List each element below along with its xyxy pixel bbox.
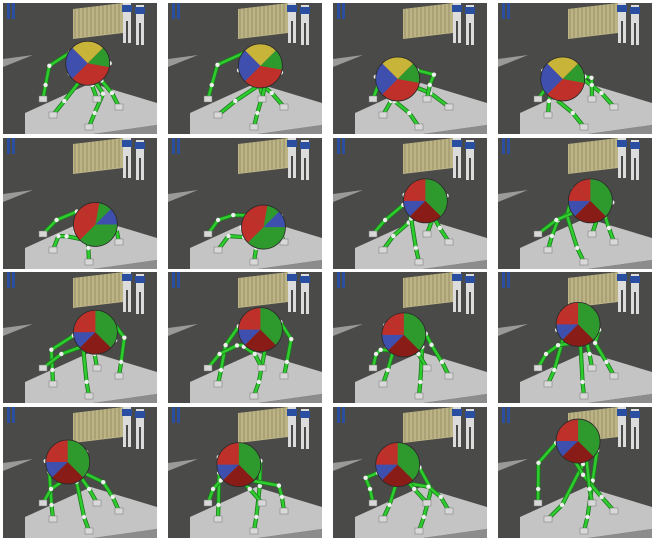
frame-9 <box>3 272 157 403</box>
shipping-container <box>568 3 618 39</box>
human-figures <box>617 3 640 45</box>
shipping-container <box>73 3 123 39</box>
shipping-container <box>238 272 288 308</box>
beach-ball <box>73 309 118 355</box>
human-figures <box>452 272 475 314</box>
frame-4 <box>498 3 652 134</box>
platform <box>168 55 322 134</box>
human-figure-left <box>172 3 180 19</box>
human-figure-left <box>337 272 345 288</box>
frame-8 <box>498 138 652 269</box>
beach-ball <box>216 442 262 488</box>
human-figure-left <box>172 138 180 154</box>
shipping-container <box>73 272 123 308</box>
platform <box>498 459 652 538</box>
beach-ball <box>381 312 427 358</box>
shipping-container <box>238 138 288 174</box>
beach-ball <box>555 418 601 464</box>
platform <box>168 324 322 403</box>
beach-ball <box>238 43 283 89</box>
human-figures <box>452 138 475 180</box>
beach-ball <box>375 56 421 102</box>
human-figures <box>287 3 310 45</box>
human-figure-left <box>502 138 510 154</box>
robot-leg <box>203 48 251 103</box>
beach-ball <box>73 202 118 247</box>
robot-leg <box>108 317 127 380</box>
frame-3 <box>333 3 487 134</box>
shipping-container <box>403 3 453 39</box>
beach-ball <box>238 307 283 353</box>
shipping-container <box>403 407 453 443</box>
human-figures <box>617 272 640 314</box>
frame-10 <box>168 272 322 403</box>
frame-14 <box>168 407 322 538</box>
shipping-container <box>73 138 123 174</box>
frame-1 <box>3 3 157 134</box>
platform <box>3 324 157 403</box>
frame-13 <box>3 407 157 538</box>
human-figures <box>122 138 145 180</box>
platform <box>498 55 652 134</box>
shipping-container <box>238 407 288 443</box>
human-figures <box>617 138 640 180</box>
human-figure-left <box>7 407 15 423</box>
human-figures <box>122 407 145 449</box>
shipping-container <box>73 407 123 443</box>
platform <box>3 55 157 134</box>
platform <box>498 324 652 403</box>
human-figure-left <box>7 3 15 19</box>
beach-ball <box>568 178 613 224</box>
beach-ball <box>45 439 91 485</box>
human-figure-left <box>7 138 15 154</box>
human-figure-left <box>172 272 180 288</box>
human-figure-left <box>502 3 510 19</box>
shipping-container <box>403 138 453 174</box>
shipping-container <box>403 272 453 308</box>
human-figures <box>287 272 310 314</box>
platform <box>333 459 487 538</box>
frame-15 <box>333 407 487 538</box>
platform <box>498 190 652 269</box>
human-figure-left <box>337 407 345 423</box>
human-figure-left <box>7 272 15 288</box>
frame-7 <box>333 138 487 269</box>
human-figures <box>287 138 310 180</box>
frame-6 <box>168 138 322 269</box>
shipping-container <box>568 138 618 174</box>
human-figure-left <box>337 138 345 154</box>
beach-ball <box>65 40 111 86</box>
frame-16 <box>498 407 652 538</box>
shipping-container <box>568 272 618 308</box>
beach-ball <box>540 56 586 102</box>
beach-ball <box>555 302 601 347</box>
robot-leg <box>592 327 619 380</box>
human-figure-left <box>502 272 510 288</box>
human-figures <box>617 407 640 449</box>
beach-ball <box>375 442 421 488</box>
frame-11 <box>333 272 487 403</box>
human-figures <box>452 407 475 449</box>
human-figures <box>122 272 145 314</box>
robot-leg <box>414 68 437 103</box>
frame-5 <box>3 138 157 269</box>
platform <box>333 190 487 269</box>
frame-12 <box>498 272 652 403</box>
human-figure-left <box>337 3 345 19</box>
human-figures <box>287 407 310 449</box>
human-figures <box>122 3 145 45</box>
platform <box>3 459 157 538</box>
shipping-container <box>238 3 288 39</box>
robot-leg <box>247 478 289 515</box>
human-figures <box>452 3 475 45</box>
human-figure-left <box>172 407 180 423</box>
frame-2 <box>168 3 322 134</box>
platform <box>333 55 487 134</box>
robot-leg <box>582 74 597 103</box>
beach-ball <box>241 204 286 250</box>
human-figure-left <box>502 407 510 423</box>
robot-leg <box>38 50 73 103</box>
beach-ball <box>403 178 448 224</box>
